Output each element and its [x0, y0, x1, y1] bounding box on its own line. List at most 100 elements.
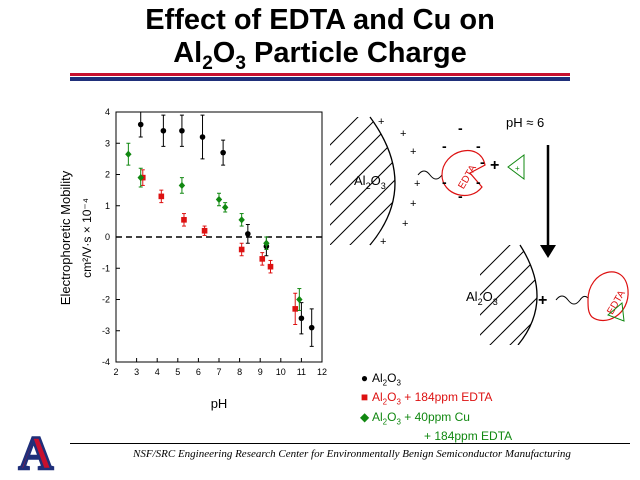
surface-charges: + + + + + + + [378, 116, 420, 248]
title-rule-blue [70, 77, 570, 81]
data-point-square [238, 246, 245, 253]
edta-charges: - - - - - - - [442, 120, 485, 204]
data-point-diamond [178, 181, 186, 190]
data-point-diamond [263, 239, 270, 247]
ph-label: pH ≈ 6 [506, 115, 544, 130]
y-tick-label: 4 [105, 107, 110, 117]
x-tick-label: 5 [175, 367, 180, 377]
title-sub-2: 2 [202, 52, 213, 74]
chain-2 [555, 295, 589, 305]
cu-ion-2 [607, 302, 625, 322]
data-point-diamond [137, 174, 144, 182]
data-point-diamond [296, 295, 303, 304]
plus-operator-2: + [538, 292, 547, 309]
data-point-circle [308, 324, 315, 331]
particle-label-2: Al2O3 [466, 289, 498, 307]
legend-diamond-icon: ◆ [360, 409, 370, 424]
plus-sign: + [402, 218, 408, 230]
title-sub-3: 3 [235, 52, 246, 74]
legend-sub: 3 [396, 378, 401, 388]
plus-sign: + [380, 236, 386, 248]
plus-operator: + [490, 157, 499, 174]
legend-square-icon: ■ [360, 390, 369, 405]
y-tick-label: 3 [105, 138, 110, 148]
legend-sub: 3 [396, 397, 401, 407]
x-tick-label: 3 [134, 367, 139, 377]
x-tick-label: 4 [155, 367, 160, 377]
y-tick-label: -1 [102, 263, 110, 273]
legend-sub: 2 [382, 417, 388, 427]
y-tick-label: 0 [105, 232, 110, 242]
y-tick-label: -2 [102, 295, 110, 305]
footer-text: NSF/SRC Engineering Research Center for … [133, 448, 571, 460]
y-axis-label-line-2: cm²/V·s × 10⁻⁴ [80, 198, 94, 278]
data-point-circle [160, 127, 167, 134]
data-point-square [259, 256, 266, 262]
legend-text: O [387, 409, 397, 424]
x-tick-label: 9 [258, 367, 263, 377]
cu-ion-1: + [507, 154, 525, 180]
y-tick-label: 1 [105, 201, 110, 211]
minus-sign: - [442, 138, 447, 154]
minus-sign: - [480, 154, 485, 170]
particle-label-1: Al2O3 [354, 173, 386, 191]
x-axis-label: pH [211, 396, 228, 411]
legend-text: Al [372, 371, 383, 385]
slide-title: Effect of EDTA and Cu on Al2O3 Particle … [0, 4, 640, 80]
footer-rule [70, 443, 630, 444]
legend-item-al2o3: ● Al2O3 [360, 371, 512, 390]
legend-text: Al [372, 390, 383, 405]
minus-sign: - [476, 174, 481, 190]
title-o: O [212, 37, 236, 69]
title-al: Al [173, 37, 203, 69]
edta-cu-complex: EDTA [587, 271, 629, 322]
data-point-diamond [221, 203, 229, 211]
particle-2 [480, 244, 538, 345]
data-point-diamond [215, 195, 223, 204]
plus-sign: + [414, 178, 420, 190]
data-point-circle [245, 231, 251, 237]
legend-text: O [387, 390, 397, 405]
data-point-circle [220, 149, 226, 156]
legend-sub: 3 [396, 417, 401, 427]
plus-sign: + [410, 146, 416, 158]
y-tick-label: -3 [102, 326, 110, 336]
edta-label-2: EDTA [605, 288, 628, 316]
data-point-circle [298, 315, 305, 322]
x-tick-label: 7 [216, 367, 221, 377]
legend-item-cu-edta: ◆ Al2O3 + 40ppm Cu [360, 410, 512, 429]
title-rest: Particle Charge [245, 37, 467, 69]
data-point-square [292, 306, 299, 312]
data-point-square [267, 263, 274, 270]
x-tick-label: 12 [317, 367, 327, 377]
y-tick-label: -4 [102, 357, 110, 367]
minus-sign: - [476, 138, 481, 154]
minus-sign: - [458, 188, 463, 204]
title-line-2: Al2O3 Particle Charge [0, 37, 640, 80]
data-point-circle [179, 127, 185, 134]
chart-marks [125, 111, 315, 347]
x-tick-label: 11 [297, 367, 306, 377]
legend-text: Al [372, 409, 383, 424]
chart-legend: ● Al2O3 ■ Al2O3 + 184ppm EDTA ◆ Al2O3 + 40p… [360, 371, 512, 444]
adsorption-diagram: + + + + + + + Al2O3 EDTA - - - - - - - +… [330, 115, 629, 345]
legend-text: + 40ppm Cu [400, 409, 470, 424]
data-point-diamond [238, 216, 245, 224]
legend-text: O [387, 371, 397, 385]
data-point-square [201, 227, 208, 234]
ion-charge: + [515, 164, 520, 173]
plus-sign: + [400, 128, 406, 140]
data-point-square [181, 217, 187, 223]
legend-sub: 2 [382, 378, 388, 388]
x-tick-label: 8 [237, 367, 242, 377]
data-point-circle [137, 121, 144, 128]
plus-sign: + [378, 116, 384, 128]
university-logo: A [17, 427, 55, 473]
y-tick-label: 2 [105, 170, 110, 180]
legend-text: + 184ppm EDTA [400, 390, 493, 405]
title-rule-red [70, 73, 570, 76]
minus-sign: - [458, 120, 463, 136]
data-point-circle [199, 134, 206, 140]
